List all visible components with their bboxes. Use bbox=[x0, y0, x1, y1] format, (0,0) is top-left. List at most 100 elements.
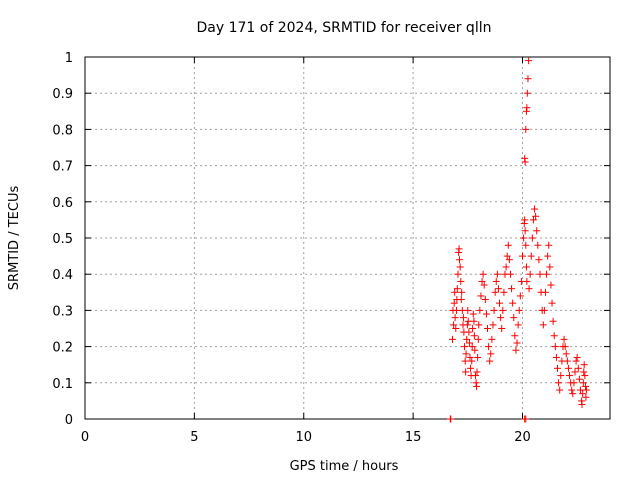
data-point bbox=[475, 321, 483, 329]
y-tick-label: 0.4 bbox=[52, 268, 73, 283]
data-point bbox=[451, 288, 459, 296]
data-point bbox=[480, 281, 488, 289]
y-tick-label: 0.6 bbox=[52, 196, 73, 211]
data-point bbox=[568, 386, 576, 394]
data-point bbox=[484, 325, 491, 332]
data-point bbox=[515, 306, 523, 314]
data-point bbox=[572, 357, 580, 365]
data-point bbox=[578, 401, 586, 409]
chart-title: Day 171 of 2024, SRMTID for receiver qll… bbox=[197, 20, 492, 36]
data-point bbox=[456, 256, 463, 264]
data-point bbox=[471, 372, 479, 380]
data-point bbox=[491, 288, 499, 296]
data-point bbox=[581, 372, 589, 380]
data-point bbox=[519, 252, 526, 260]
data-point bbox=[564, 364, 572, 372]
data-point bbox=[562, 350, 570, 358]
x-tick-label: 10 bbox=[295, 430, 312, 445]
data-point bbox=[554, 364, 561, 372]
data-point bbox=[540, 306, 548, 314]
x-tick-label: 5 bbox=[190, 430, 198, 445]
data-point bbox=[502, 263, 510, 271]
data-point bbox=[533, 227, 541, 235]
data-point bbox=[468, 343, 476, 351]
data-point bbox=[466, 339, 474, 347]
data-point bbox=[466, 353, 474, 361]
data-point bbox=[496, 299, 504, 307]
data-point bbox=[510, 314, 518, 322]
data-point bbox=[523, 277, 531, 285]
data-point bbox=[466, 364, 474, 372]
data-point bbox=[452, 325, 460, 332]
data-point bbox=[464, 306, 472, 314]
data-point bbox=[534, 241, 542, 249]
data-point bbox=[556, 386, 564, 394]
data-point bbox=[457, 277, 465, 285]
data-point bbox=[506, 270, 514, 278]
data-point bbox=[504, 241, 512, 249]
data-point bbox=[531, 205, 539, 213]
data-point bbox=[449, 335, 456, 343]
data-point bbox=[485, 343, 493, 351]
data-point bbox=[546, 263, 554, 271]
data-point bbox=[548, 299, 556, 307]
data-point bbox=[551, 343, 559, 351]
data-point bbox=[459, 314, 467, 322]
data-point bbox=[470, 332, 478, 340]
data-point bbox=[545, 241, 553, 249]
data-point bbox=[522, 241, 530, 249]
data-point bbox=[574, 364, 582, 372]
data-point bbox=[470, 317, 478, 325]
data-point bbox=[523, 104, 531, 112]
data-point bbox=[560, 335, 568, 343]
data-point bbox=[493, 270, 501, 278]
y-tick-label: 1 bbox=[65, 51, 73, 66]
data-point bbox=[582, 393, 590, 401]
data-point bbox=[500, 288, 508, 296]
data-point bbox=[521, 158, 529, 166]
data-point bbox=[451, 314, 459, 322]
data-point bbox=[509, 299, 517, 307]
data-point bbox=[529, 216, 537, 224]
data-point bbox=[492, 277, 500, 285]
data-point bbox=[458, 288, 466, 296]
data-point bbox=[550, 332, 558, 340]
data-point bbox=[463, 335, 471, 343]
data-point bbox=[544, 252, 552, 260]
data-point bbox=[463, 321, 471, 329]
data-point bbox=[522, 263, 530, 271]
data-point bbox=[513, 339, 521, 347]
data-point bbox=[557, 372, 565, 380]
y-tick-label: 0.5 bbox=[52, 232, 73, 247]
y-tick-label: 0.8 bbox=[52, 123, 73, 138]
data-point bbox=[580, 361, 588, 369]
data-point bbox=[569, 390, 577, 398]
data-point bbox=[520, 234, 528, 242]
data-point bbox=[516, 292, 524, 300]
data-point bbox=[454, 270, 462, 278]
data-point bbox=[525, 57, 533, 65]
y-tick-label: 0 bbox=[65, 413, 73, 428]
y-tick-label: 0.3 bbox=[52, 304, 73, 319]
data-point bbox=[566, 372, 574, 380]
data-point bbox=[541, 288, 549, 296]
data-point bbox=[482, 310, 490, 318]
data-point bbox=[479, 270, 487, 278]
data-point bbox=[488, 335, 496, 343]
y-tick-label: 0.1 bbox=[52, 377, 73, 392]
data-point bbox=[450, 299, 458, 307]
data-point bbox=[573, 353, 581, 361]
x-tick-label: 15 bbox=[405, 430, 422, 445]
data-point bbox=[512, 346, 520, 354]
x-tick-label: 20 bbox=[514, 430, 531, 445]
data-point bbox=[582, 386, 590, 394]
x-axis-label: GPS time / hours bbox=[290, 459, 399, 474]
data-point bbox=[456, 263, 464, 271]
data-point bbox=[498, 325, 506, 332]
x-tick-label: 0 bbox=[81, 430, 89, 445]
data-point bbox=[570, 379, 578, 387]
data-point bbox=[473, 368, 481, 376]
data-point bbox=[579, 379, 587, 387]
data-point bbox=[508, 285, 516, 293]
